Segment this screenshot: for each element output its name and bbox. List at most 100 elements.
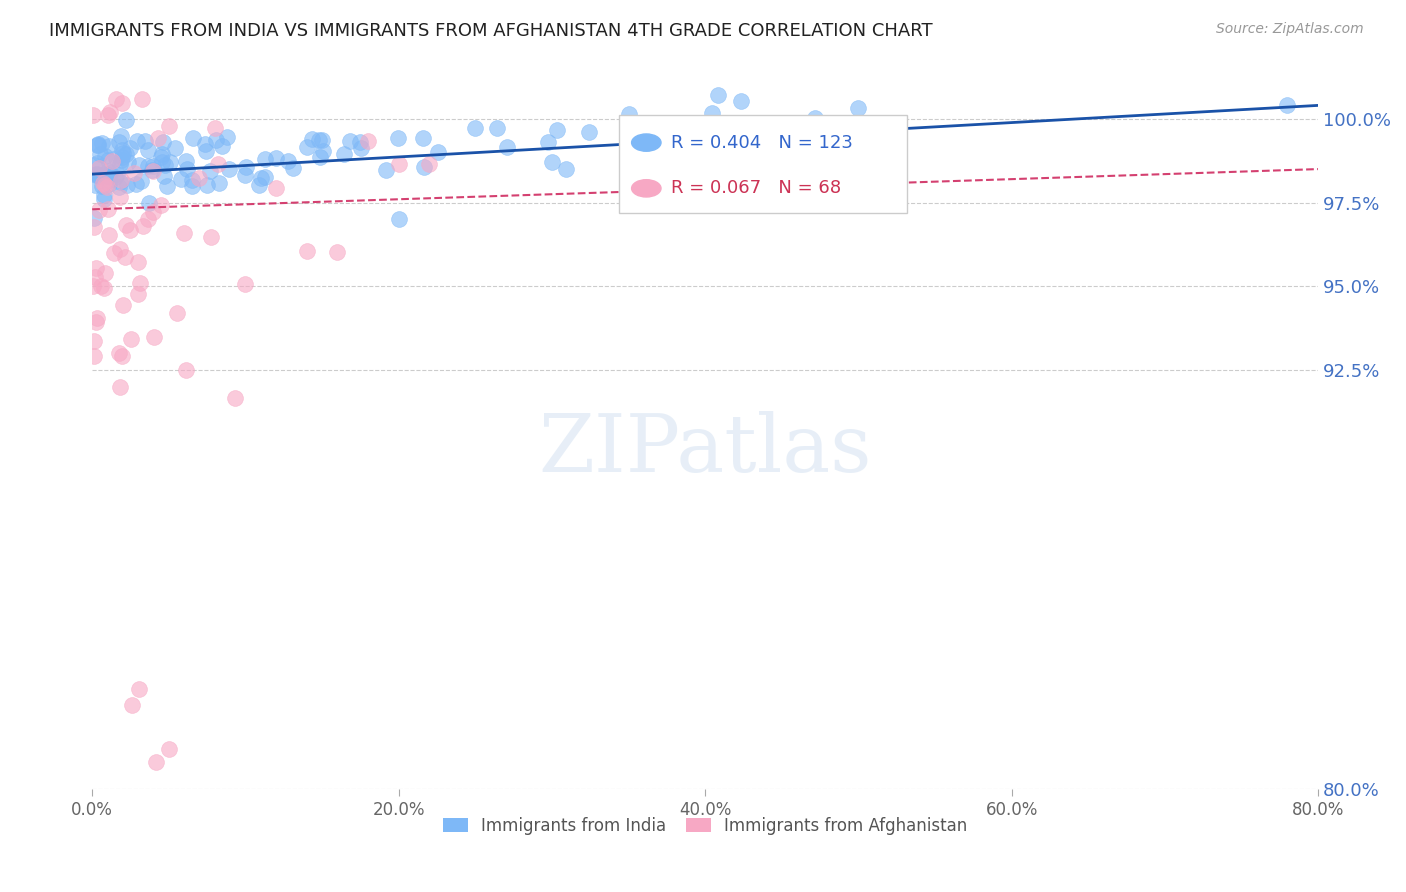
Point [115,218,138,232]
Point [181,179,204,194]
Point [86,138,108,153]
Point [138,196,160,211]
Point [111,143,134,157]
Point [198,163,221,178]
Point [134,134,156,148]
Point [98,138,121,153]
Point [388,156,411,170]
Point [118,223,141,237]
Point [141,162,163,177]
Point [253,152,276,166]
Point [132,219,155,233]
Point [87,137,110,152]
Point [93,192,115,206]
Point [84,169,107,183]
Point [136,159,159,173]
Point [295,140,318,154]
Circle shape [631,134,661,152]
Point [108,242,131,256]
Point [128,681,150,696]
Point [208,177,231,191]
Point [153,158,176,172]
Point [150,146,173,161]
Point [413,160,436,174]
Point [100,166,122,180]
Point [124,177,146,191]
Point [357,134,380,148]
Point [89,203,111,218]
Point [349,136,371,150]
Text: R = 0.404   N = 123: R = 0.404 N = 123 [671,134,852,152]
Point [817,136,839,151]
Point [98,173,121,187]
Point [176,162,198,177]
Point [142,159,165,173]
Point [142,163,165,178]
Point [110,173,132,187]
Point [118,141,141,155]
Point [108,175,131,189]
Point [174,363,197,377]
Point [157,119,180,133]
Point [541,154,564,169]
Point [165,140,187,154]
Point [142,329,165,343]
Point [129,276,152,290]
Point [181,172,204,186]
Legend: Immigrants from India, Immigrants from Afghanistan: Immigrants from India, Immigrants from A… [443,817,967,835]
Point [111,298,134,312]
Point [138,143,160,157]
Point [276,154,298,169]
Point [152,135,174,149]
Point [86,167,108,181]
Point [427,145,450,160]
Point [848,101,870,115]
Point [98,105,121,120]
Point [110,190,132,204]
Point [127,286,149,301]
Point [96,179,118,194]
Point [142,205,165,219]
Point [107,167,129,181]
Point [295,244,318,258]
Point [194,145,217,159]
Point [101,153,124,168]
Point [103,246,125,260]
Point [83,219,105,234]
Point [96,169,118,183]
Point [98,228,121,243]
Point [333,146,356,161]
Point [97,178,120,192]
Point [623,128,645,143]
Point [804,111,827,125]
Point [96,153,118,167]
Point [96,202,118,216]
Point [250,170,273,185]
Point [115,146,138,161]
Point [93,188,115,202]
Point [349,141,371,155]
Point [115,178,138,193]
Point [309,150,332,164]
Point [173,227,195,241]
Text: ZIPatlas: ZIPatlas [538,411,872,490]
Point [697,135,720,149]
Point [120,333,142,347]
Point [94,149,117,163]
Point [174,153,197,168]
Text: R = 0.067   N = 68: R = 0.067 N = 68 [671,179,841,197]
Point [235,161,257,175]
Point [233,168,256,182]
Point [264,151,287,165]
Point [790,131,813,145]
Point [312,144,335,158]
Point [83,158,105,172]
Point [89,169,111,183]
Point [84,315,107,329]
Point [496,140,519,154]
Point [159,742,181,756]
Point [97,164,120,178]
Point [105,151,128,165]
Point [90,179,112,194]
Point [578,125,600,139]
